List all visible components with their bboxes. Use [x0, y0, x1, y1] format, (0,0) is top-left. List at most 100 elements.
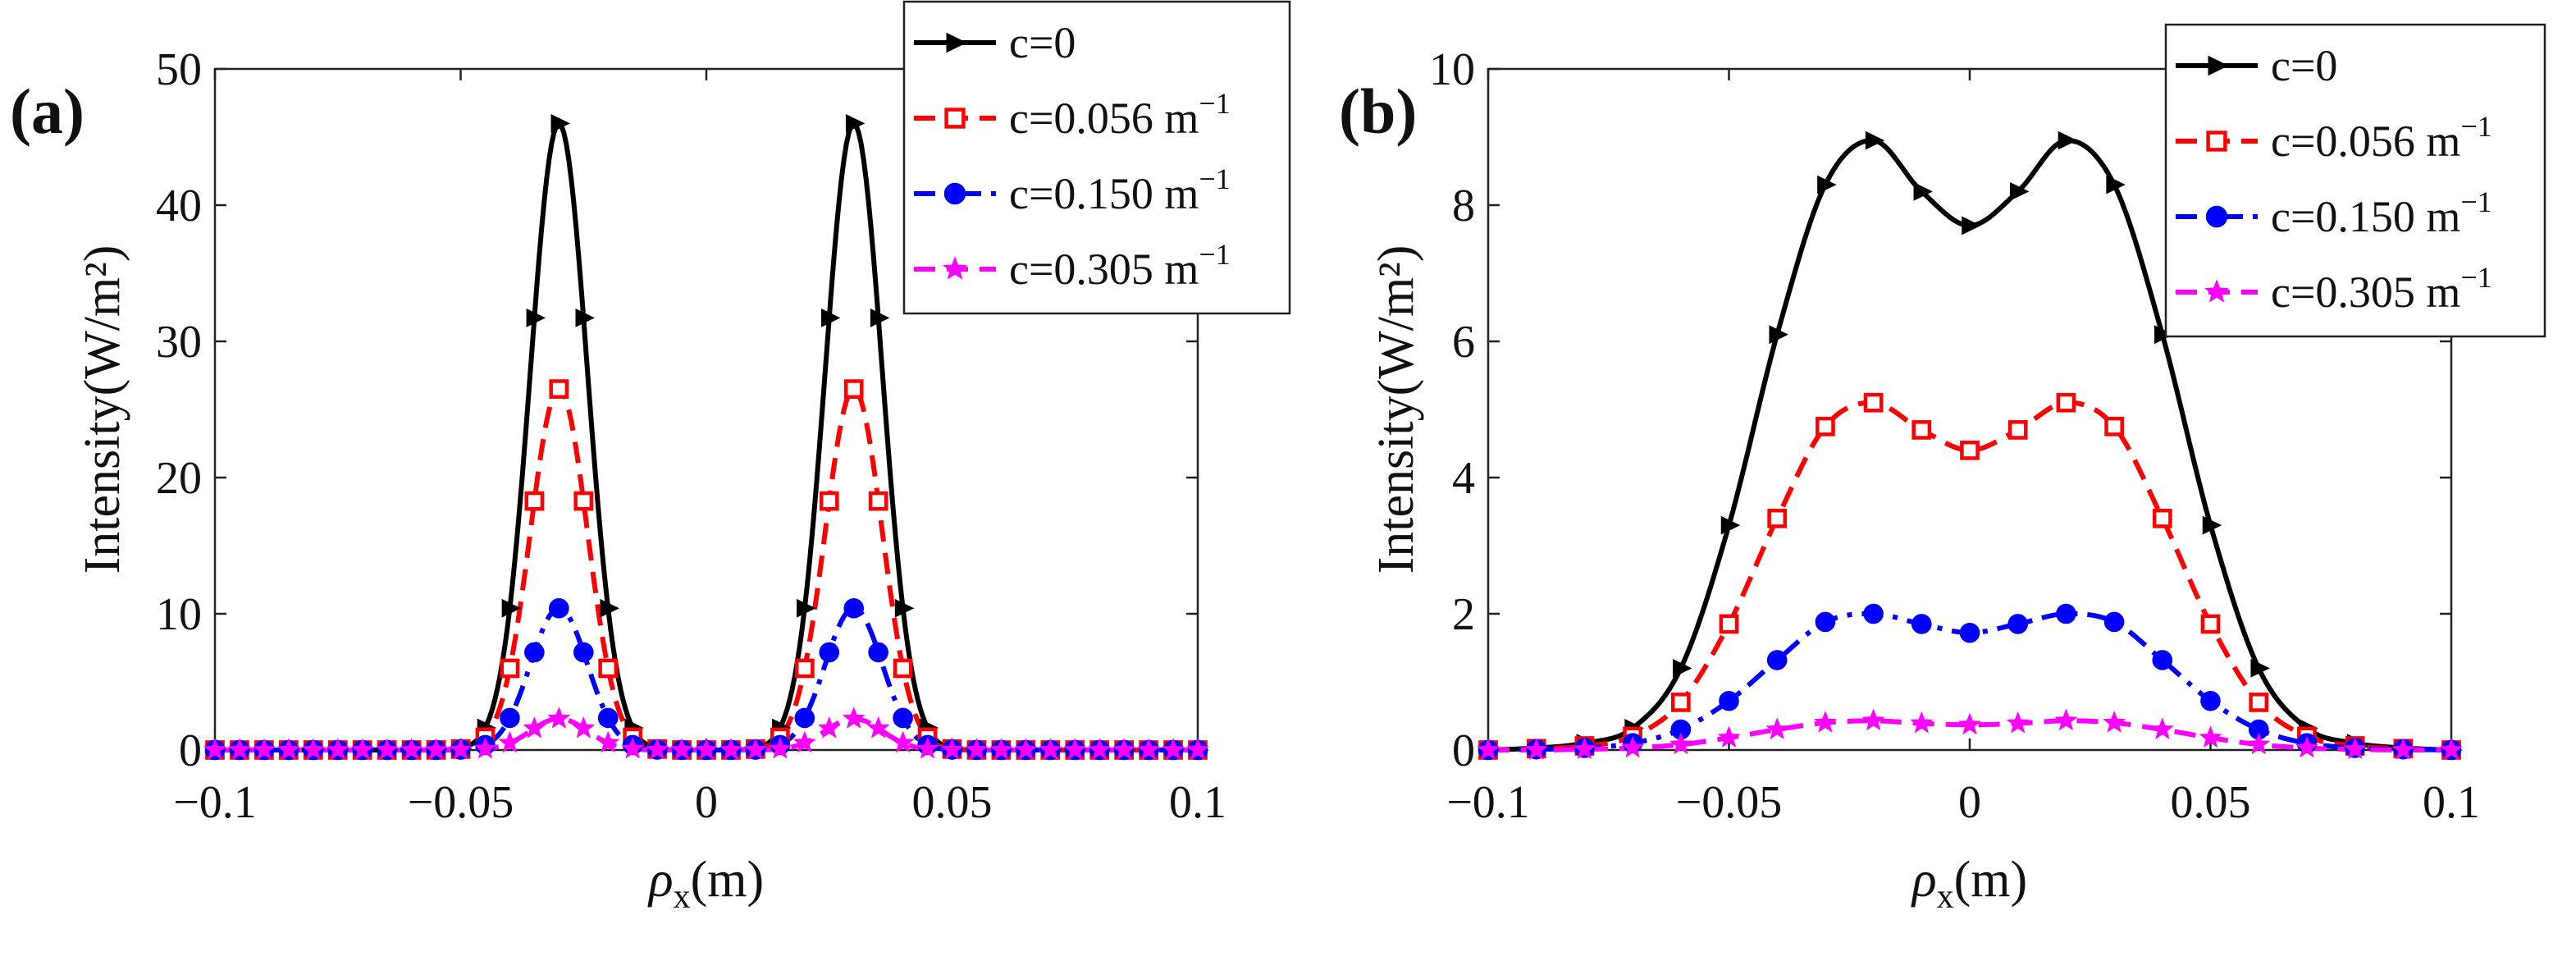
data-marker: [2007, 420, 2028, 440]
data-marker: [842, 707, 866, 729]
data-marker: [523, 716, 546, 739]
data-marker: [598, 658, 619, 679]
data-marker: [1910, 711, 1934, 734]
data-marker: [845, 114, 866, 133]
data-marker: [1863, 603, 1884, 624]
y-tick-label: 6: [1452, 317, 1475, 368]
data-marker: [1962, 216, 1981, 236]
data-marker: [1014, 738, 1038, 760]
data-marker: [891, 730, 915, 753]
data-marker: [819, 491, 839, 511]
legend-marker: [2208, 55, 2229, 76]
data-marker: [1673, 659, 1692, 678]
data-marker: [797, 598, 816, 618]
legend-marker: [2204, 279, 2229, 303]
data-marker: [646, 738, 669, 760]
x-axis-label-b-unit: (m): [1954, 852, 2028, 908]
data-marker: [1960, 440, 1980, 460]
panel-b: (b) −0.1 −0.05 0 0.05 0.1 0 2 4 6 8 10 Intensity(W…: [1339, 23, 2546, 916]
data-marker: [1911, 614, 1932, 634]
data-marker: [1669, 732, 1692, 755]
data-marker: [400, 738, 423, 760]
data-marker: [2250, 659, 2270, 678]
data-marker: [1186, 738, 1209, 760]
x-axis-label-a-sub: x: [674, 878, 691, 916]
data-marker: [524, 491, 545, 511]
data-marker: [1719, 614, 1739, 634]
data-marker: [768, 737, 792, 759]
data-marker: [1137, 738, 1161, 760]
legend-label-main: c=0.305 m: [2271, 268, 2460, 317]
data-marker: [1719, 690, 1739, 711]
legend-label-sup: −1: [1199, 87, 1230, 120]
data-marker: [1911, 420, 1932, 440]
y-tick-label: 0: [1452, 725, 1475, 776]
y-tick-label: 8: [1452, 181, 1475, 231]
data-marker: [2106, 175, 2126, 194]
data-marker: [252, 738, 276, 760]
legend-label-sup: −1: [2460, 185, 2492, 218]
data-marker: [916, 737, 939, 759]
data-marker: [550, 114, 571, 133]
data-marker: [1162, 738, 1185, 760]
data-marker: [573, 642, 594, 663]
y-axis-label-b-text: Intensity(W/m²): [1368, 245, 1424, 574]
y-tick-label: 2: [1452, 589, 1475, 640]
data-marker: [2009, 182, 2030, 201]
data-marker: [573, 491, 594, 511]
legend-box: [902, 0, 1291, 315]
data-marker: [2200, 614, 2221, 634]
data-marker: [597, 707, 619, 729]
data-marker: [843, 379, 864, 399]
data-marker: [1815, 611, 1836, 633]
data-marker: [2200, 690, 2221, 711]
data-marker: [203, 738, 226, 760]
data-marker: [2295, 735, 2318, 758]
data-marker: [1769, 325, 1788, 345]
data-marker: [2058, 130, 2078, 150]
legend-label: c=0.305 m−1: [1009, 238, 1231, 294]
data-marker: [473, 737, 497, 759]
y-tick-label: 0: [179, 725, 202, 776]
data-marker: [2391, 738, 2415, 760]
x-tick-label: −0.05: [408, 777, 514, 828]
data-marker: [894, 598, 915, 618]
data-marker: [819, 642, 840, 663]
data-marker: [375, 738, 399, 760]
data-marker: [1088, 738, 1112, 760]
legend-marker: [946, 32, 967, 53]
data-marker: [1573, 737, 1596, 760]
data-marker: [817, 716, 841, 739]
y-axis-label-b: Intensity(W/m²): [1368, 245, 1424, 574]
data-marker: [301, 738, 325, 760]
legend-label: c=0.056 m−1: [1009, 87, 1231, 143]
legend-label-main: c=0: [1009, 18, 1076, 67]
data-marker: [1767, 508, 1788, 528]
data-marker: [743, 738, 767, 760]
ticks-a: −0.1 −0.05 0 0.05 0.1 0 10 20 30 40 50: [156, 44, 1226, 828]
data-marker: [2006, 711, 2030, 734]
legend-label: c=0: [2271, 41, 2337, 90]
legend-marker: [943, 182, 966, 205]
legend-label-main: c=0.150 m: [2271, 192, 2460, 241]
data-marker: [965, 738, 989, 760]
ticks-b: −0.1 −0.05 0 0.05 0.1 0 2 4 6 8 10: [1429, 44, 2480, 828]
legend-label: c=0.150 m−1: [1009, 162, 1231, 218]
panel-label-b: (b): [1339, 75, 1417, 147]
data-marker: [719, 738, 742, 760]
data-marker: [1813, 711, 1837, 733]
data-marker: [1621, 735, 1645, 758]
legend-label-sup: −1: [1199, 238, 1230, 271]
legend-label-main: c=0: [2271, 41, 2337, 90]
x-tick-label: 0.1: [2423, 777, 2480, 828]
x-tick-label: −0.05: [1676, 777, 1783, 828]
data-marker: [2154, 325, 2174, 345]
y-axis-label-a-text: Intensity(W/m²): [75, 245, 130, 574]
legend-label: c=0.305 m−1: [2271, 261, 2492, 317]
legend-label: c=0.056 m−1: [2271, 110, 2492, 166]
legend-marker: [2206, 130, 2227, 152]
data-marker: [843, 598, 864, 619]
data-marker: [1717, 725, 1741, 748]
y-tick-label: 40: [156, 181, 202, 231]
